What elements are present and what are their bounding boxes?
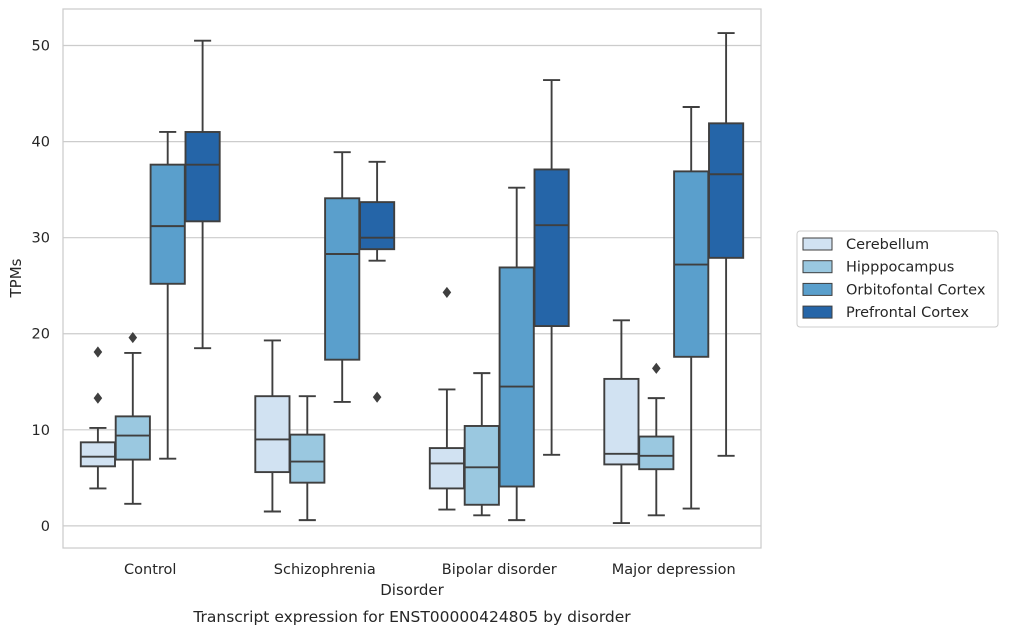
outlier-point xyxy=(372,391,382,403)
box-group xyxy=(289,395,326,522)
box-body xyxy=(79,441,116,468)
box-group xyxy=(428,286,465,511)
chart-caption: Transcript expression for ENST0000042480… xyxy=(192,608,631,626)
box-group xyxy=(463,372,500,517)
box-group xyxy=(114,331,151,505)
y-tick-label: 0 xyxy=(41,519,50,535)
box-group xyxy=(638,362,675,517)
box-group xyxy=(184,39,221,350)
box-group xyxy=(324,151,361,403)
box-body xyxy=(708,122,745,259)
box-body xyxy=(428,447,465,490)
box-body xyxy=(463,425,500,506)
box-group xyxy=(359,160,396,403)
legend-label: Cerebellum xyxy=(846,237,929,253)
x-tick-labels: Control Schizophrenia Bipolar disorder Majo… xyxy=(124,562,736,578)
x-axis-label: Disorder xyxy=(380,581,444,599)
x-tick-label: Bipolar disorder xyxy=(442,562,557,578)
box-body xyxy=(149,163,186,285)
legend-swatch xyxy=(802,237,833,251)
y-axis-label: TPMs xyxy=(7,258,25,298)
box-body xyxy=(254,395,291,474)
x-tick-label: Major depression xyxy=(612,562,736,578)
outlier-point xyxy=(652,362,661,374)
legend-label: Prefrontal Cortex xyxy=(846,305,969,321)
box-body xyxy=(289,433,326,484)
outlier-point xyxy=(93,346,103,358)
legend-swatch xyxy=(802,260,833,274)
box-body xyxy=(498,266,535,488)
box-group xyxy=(498,186,535,522)
box-series xyxy=(79,32,745,524)
legend-label: Orbitofontal Cortex xyxy=(846,282,986,298)
box-group xyxy=(708,32,745,457)
outlier-point xyxy=(93,392,103,404)
y-tick-label: 50 xyxy=(32,39,50,55)
box-group xyxy=(149,131,186,460)
legend: Cerebellum Hipppocampus Orbitofontal Corte… xyxy=(796,230,999,328)
box-group xyxy=(533,79,570,456)
box-body xyxy=(324,197,361,361)
x-tick-label: Schizophrenia xyxy=(274,562,376,578)
legend-frame xyxy=(796,230,999,328)
box-body xyxy=(359,201,396,251)
outlier-point xyxy=(442,286,452,299)
y-tick-label: 10 xyxy=(32,423,50,439)
box-group xyxy=(254,339,291,513)
y-tick-label: 20 xyxy=(32,327,50,343)
box-body xyxy=(603,377,640,466)
box-group xyxy=(603,319,640,524)
box-body xyxy=(114,415,151,461)
box-body xyxy=(638,435,675,471)
legend-label: Hipppocampus xyxy=(846,260,954,276)
y-tick-label: 30 xyxy=(32,231,50,247)
y-tick-labels: 0 10 20 30 40 50 xyxy=(32,39,50,535)
plot-frame xyxy=(62,8,762,549)
box-body xyxy=(184,131,221,223)
y-tick-label: 40 xyxy=(32,135,50,151)
legend-swatch xyxy=(802,282,833,296)
outlier-point xyxy=(128,331,138,344)
box-body xyxy=(533,168,570,328)
box-group xyxy=(673,106,710,510)
x-tick-label: Control xyxy=(124,562,176,578)
legend-swatch xyxy=(802,305,833,319)
